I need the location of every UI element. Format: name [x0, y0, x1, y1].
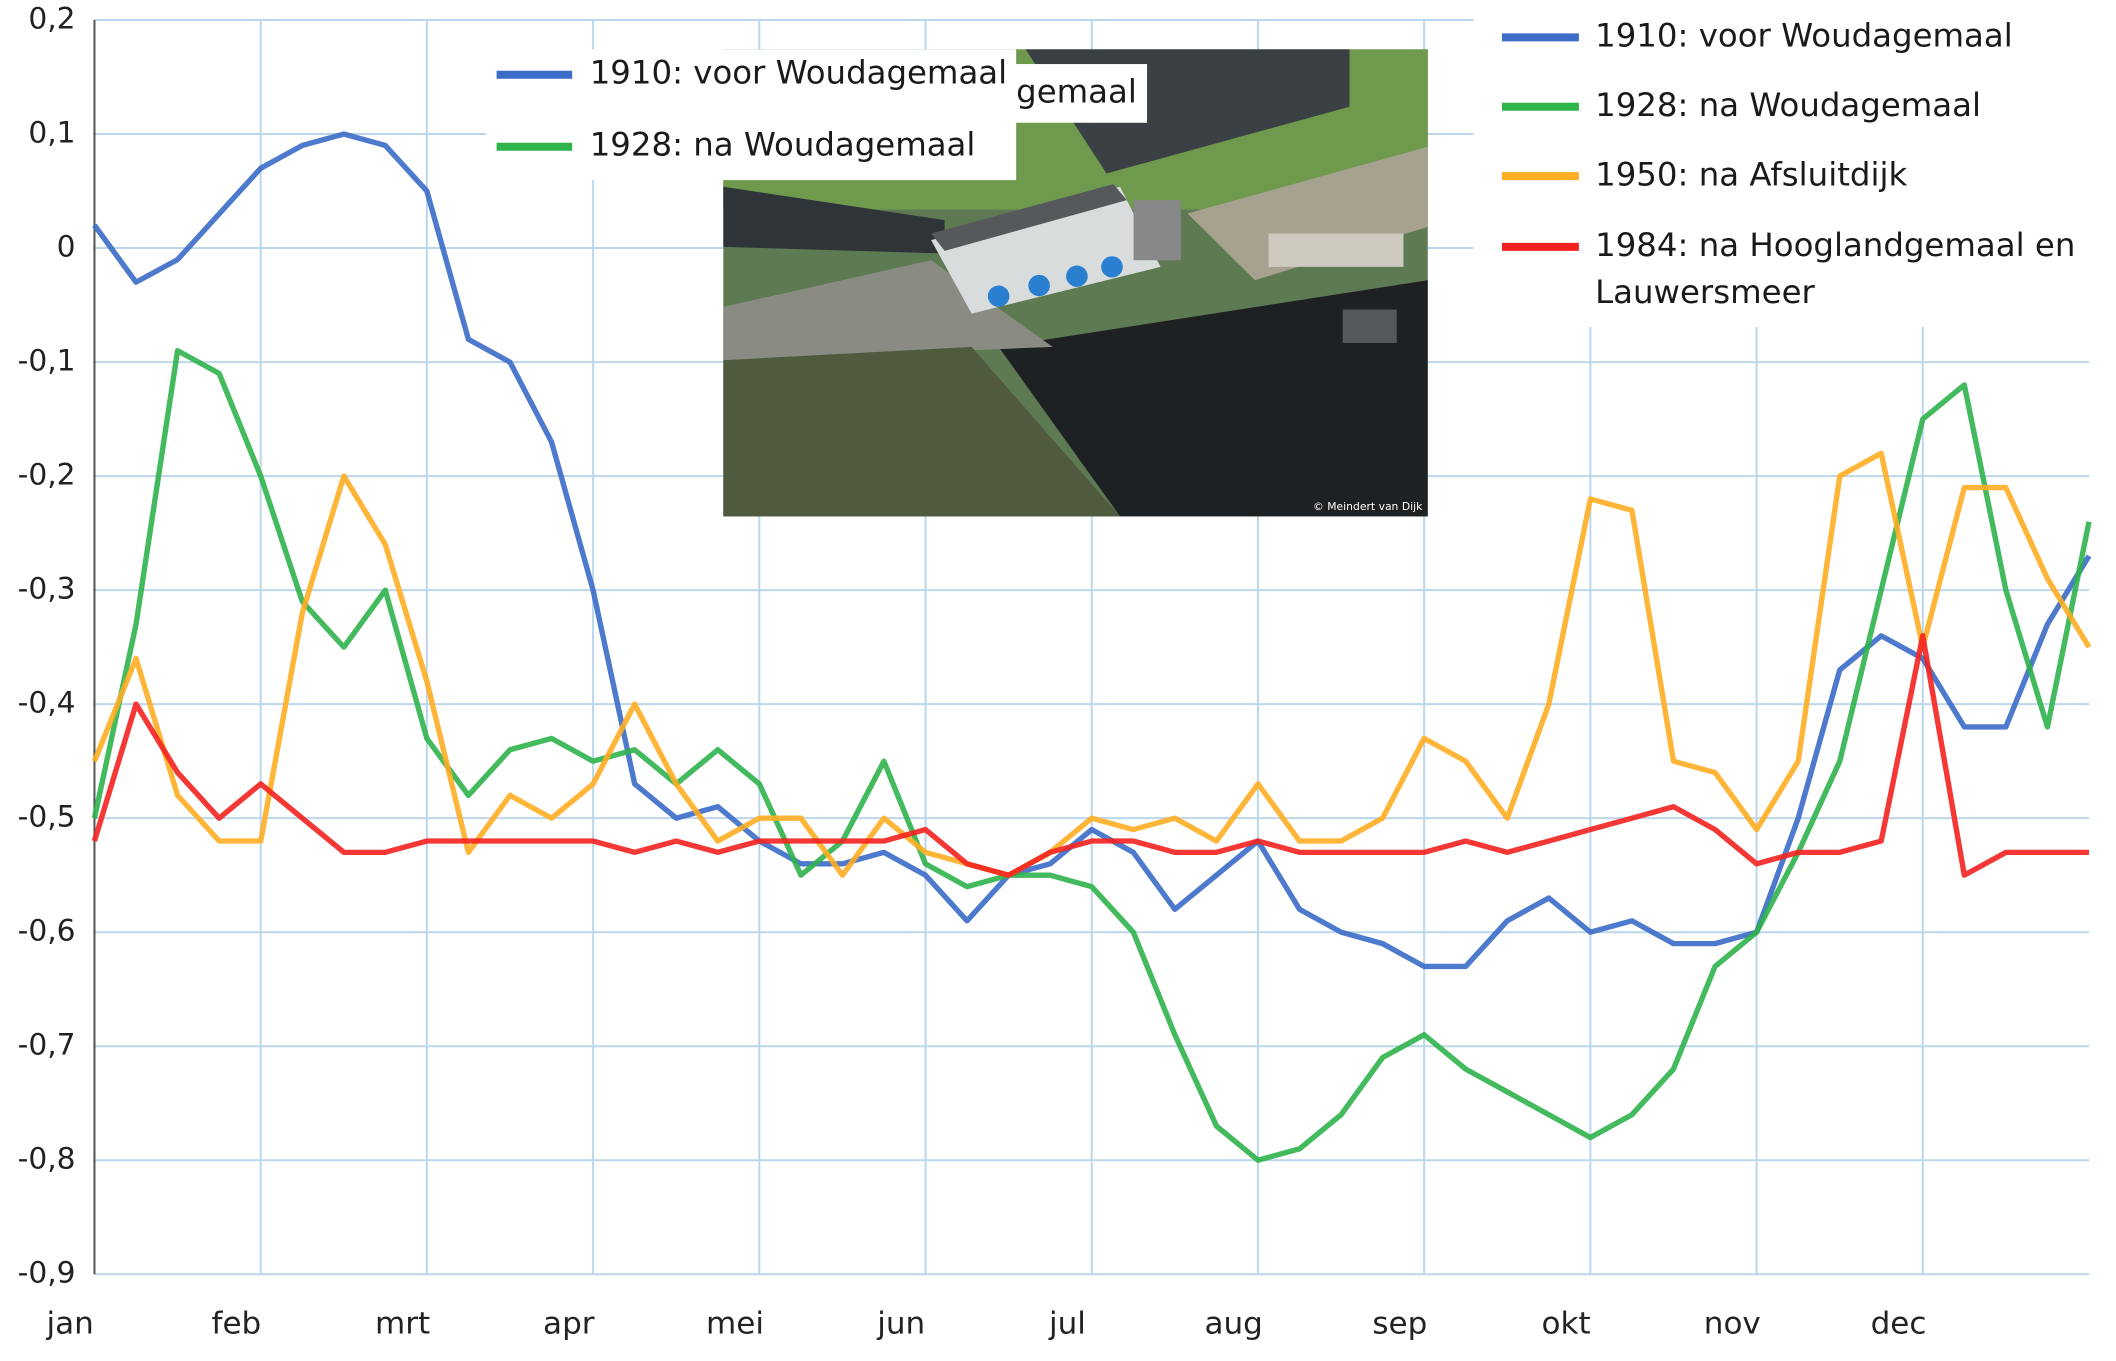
inset: © Meindert van Dijk gemaal 1910: voor Wo…	[486, 49, 1428, 516]
x-tick-label: aug	[1204, 1306, 1262, 1342]
x-tick-label: mei	[706, 1306, 764, 1342]
photo-tower	[1134, 200, 1181, 260]
y-tick-label: -0,5	[18, 800, 76, 834]
photo-house	[1269, 234, 1404, 267]
photo-outlet	[1101, 256, 1123, 277]
y-tick-label: -0,2	[18, 458, 76, 492]
x-tick-label: nov	[1704, 1306, 1761, 1342]
photo-outlet	[1066, 266, 1088, 287]
caption-fragment: gemaal	[1016, 73, 1137, 111]
photo-credit: © Meindert van Dijk	[1313, 500, 1423, 513]
photo-house	[1343, 310, 1397, 343]
photo-outlet	[988, 286, 1010, 307]
x-tick-label: jan	[46, 1306, 94, 1342]
x-tick-label: jun	[876, 1306, 925, 1342]
x-tick-label: jul	[1048, 1306, 1086, 1342]
y-tick-label: -0,4	[18, 686, 76, 720]
y-tick-label: 0	[57, 230, 76, 264]
y-tick-label: -0,3	[18, 572, 76, 606]
y-tick-label: -0,7	[18, 1028, 76, 1062]
y-tick-label: -0,9	[18, 1256, 76, 1290]
x-tick-label: dec	[1871, 1306, 1927, 1342]
inset-legend-label: 1928: na Woudagemaal	[590, 126, 976, 164]
legend-label: 1950: na Afsluitdijk	[1595, 152, 2108, 199]
chart: -0,9 -0,8 -0,7 -0,6 -0,5 -0,4 -0,3 -0,2 -0,1 0 0,1…	[0, 0, 2116, 1361]
x-tick-label: sep	[1372, 1306, 1427, 1342]
x-tick-label: apr	[543, 1306, 595, 1342]
y-tick-label: 0,1	[28, 116, 75, 150]
y-tick-label: -0,1	[18, 344, 76, 378]
x-tick-label: okt	[1542, 1306, 1591, 1342]
legend-label: 1910: voor Woudagemaal	[1595, 13, 2108, 60]
photo-outlet	[1028, 275, 1050, 296]
y-tick-label: -0,8	[18, 1142, 76, 1176]
y-tick-label: 0,2	[28, 2, 75, 36]
y-tick-label: -0,6	[18, 914, 76, 948]
x-tick-label: mrt	[375, 1306, 430, 1342]
legend-label-wrap: 1984: na Hooglandgemaal en Lauwersmeer	[1595, 223, 2108, 330]
legend-label: 1928: na Woudagemaal	[1595, 83, 2108, 130]
x-tick-label: feb	[212, 1306, 262, 1342]
inset-legend-label: 1910: voor Woudagemaal	[590, 54, 1007, 92]
legend-label: 1984: na Hooglandgemaal en Lauwersmeer	[1595, 223, 2108, 316]
